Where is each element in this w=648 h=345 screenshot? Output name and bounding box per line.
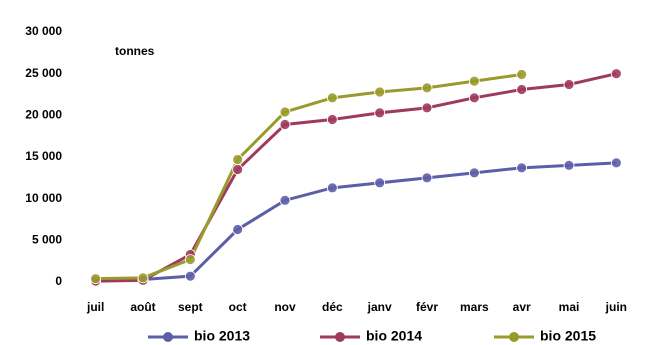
series-line — [95, 73, 522, 281]
data-point — [90, 273, 102, 285]
data-point — [137, 272, 149, 284]
x-tick-label: févr — [416, 300, 438, 314]
x-tick-label: déc — [322, 300, 343, 314]
data-point — [516, 69, 528, 80]
legend-label: bio 2015 — [540, 328, 596, 344]
y-tick-label: 0 — [55, 274, 62, 288]
x-tick-label: mai — [559, 300, 580, 314]
data-point — [374, 107, 386, 119]
series-line — [95, 72, 617, 283]
series-line — [95, 161, 617, 282]
data-point — [421, 82, 433, 94]
x-tick-label: oct — [229, 300, 247, 314]
data-point — [326, 114, 338, 125]
legend-marker — [509, 332, 519, 342]
x-tick-label: juil — [86, 300, 104, 314]
x-tick-label: sept — [178, 300, 203, 314]
data-point — [374, 86, 386, 98]
data-point — [374, 177, 386, 189]
data-point — [516, 162, 528, 174]
data-point — [468, 167, 480, 179]
data-point — [232, 164, 244, 175]
data-point — [232, 154, 244, 165]
unit-annotation: tonnes — [115, 44, 155, 58]
data-point — [563, 159, 575, 171]
data-point — [279, 119, 291, 130]
legend-label: bio 2014 — [366, 328, 422, 344]
data-point — [421, 102, 433, 114]
data-point — [184, 254, 196, 265]
y-tick-label: 10 000 — [25, 191, 62, 205]
data-point — [610, 68, 622, 80]
data-point — [516, 84, 528, 95]
y-tick-label: 20 000 — [25, 108, 62, 122]
data-point — [421, 172, 433, 184]
x-tick-label: juin — [605, 300, 627, 314]
x-tick-label: janv — [367, 300, 392, 314]
data-point — [184, 270, 196, 282]
data-point — [326, 182, 338, 194]
x-tick-label: août — [130, 300, 155, 314]
legend-marker — [163, 332, 173, 342]
data-point — [563, 79, 575, 90]
y-tick-label: 25 000 — [25, 66, 62, 80]
legend-marker — [335, 332, 345, 342]
data-point — [468, 92, 480, 104]
y-tick-label: 30 000 — [25, 24, 62, 38]
data-point — [468, 75, 480, 87]
data-point — [232, 224, 244, 235]
x-tick-label: mars — [460, 300, 489, 314]
data-point — [279, 106, 291, 118]
legend-label: bio 2013 — [194, 328, 250, 344]
y-tick-label: 5 000 — [32, 233, 62, 247]
data-point — [326, 92, 338, 104]
data-point — [610, 157, 622, 169]
data-point — [279, 194, 291, 206]
y-tick-label: 15 000 — [25, 149, 62, 163]
x-tick-label: nov — [274, 300, 296, 314]
x-tick-label: avr — [513, 300, 531, 314]
